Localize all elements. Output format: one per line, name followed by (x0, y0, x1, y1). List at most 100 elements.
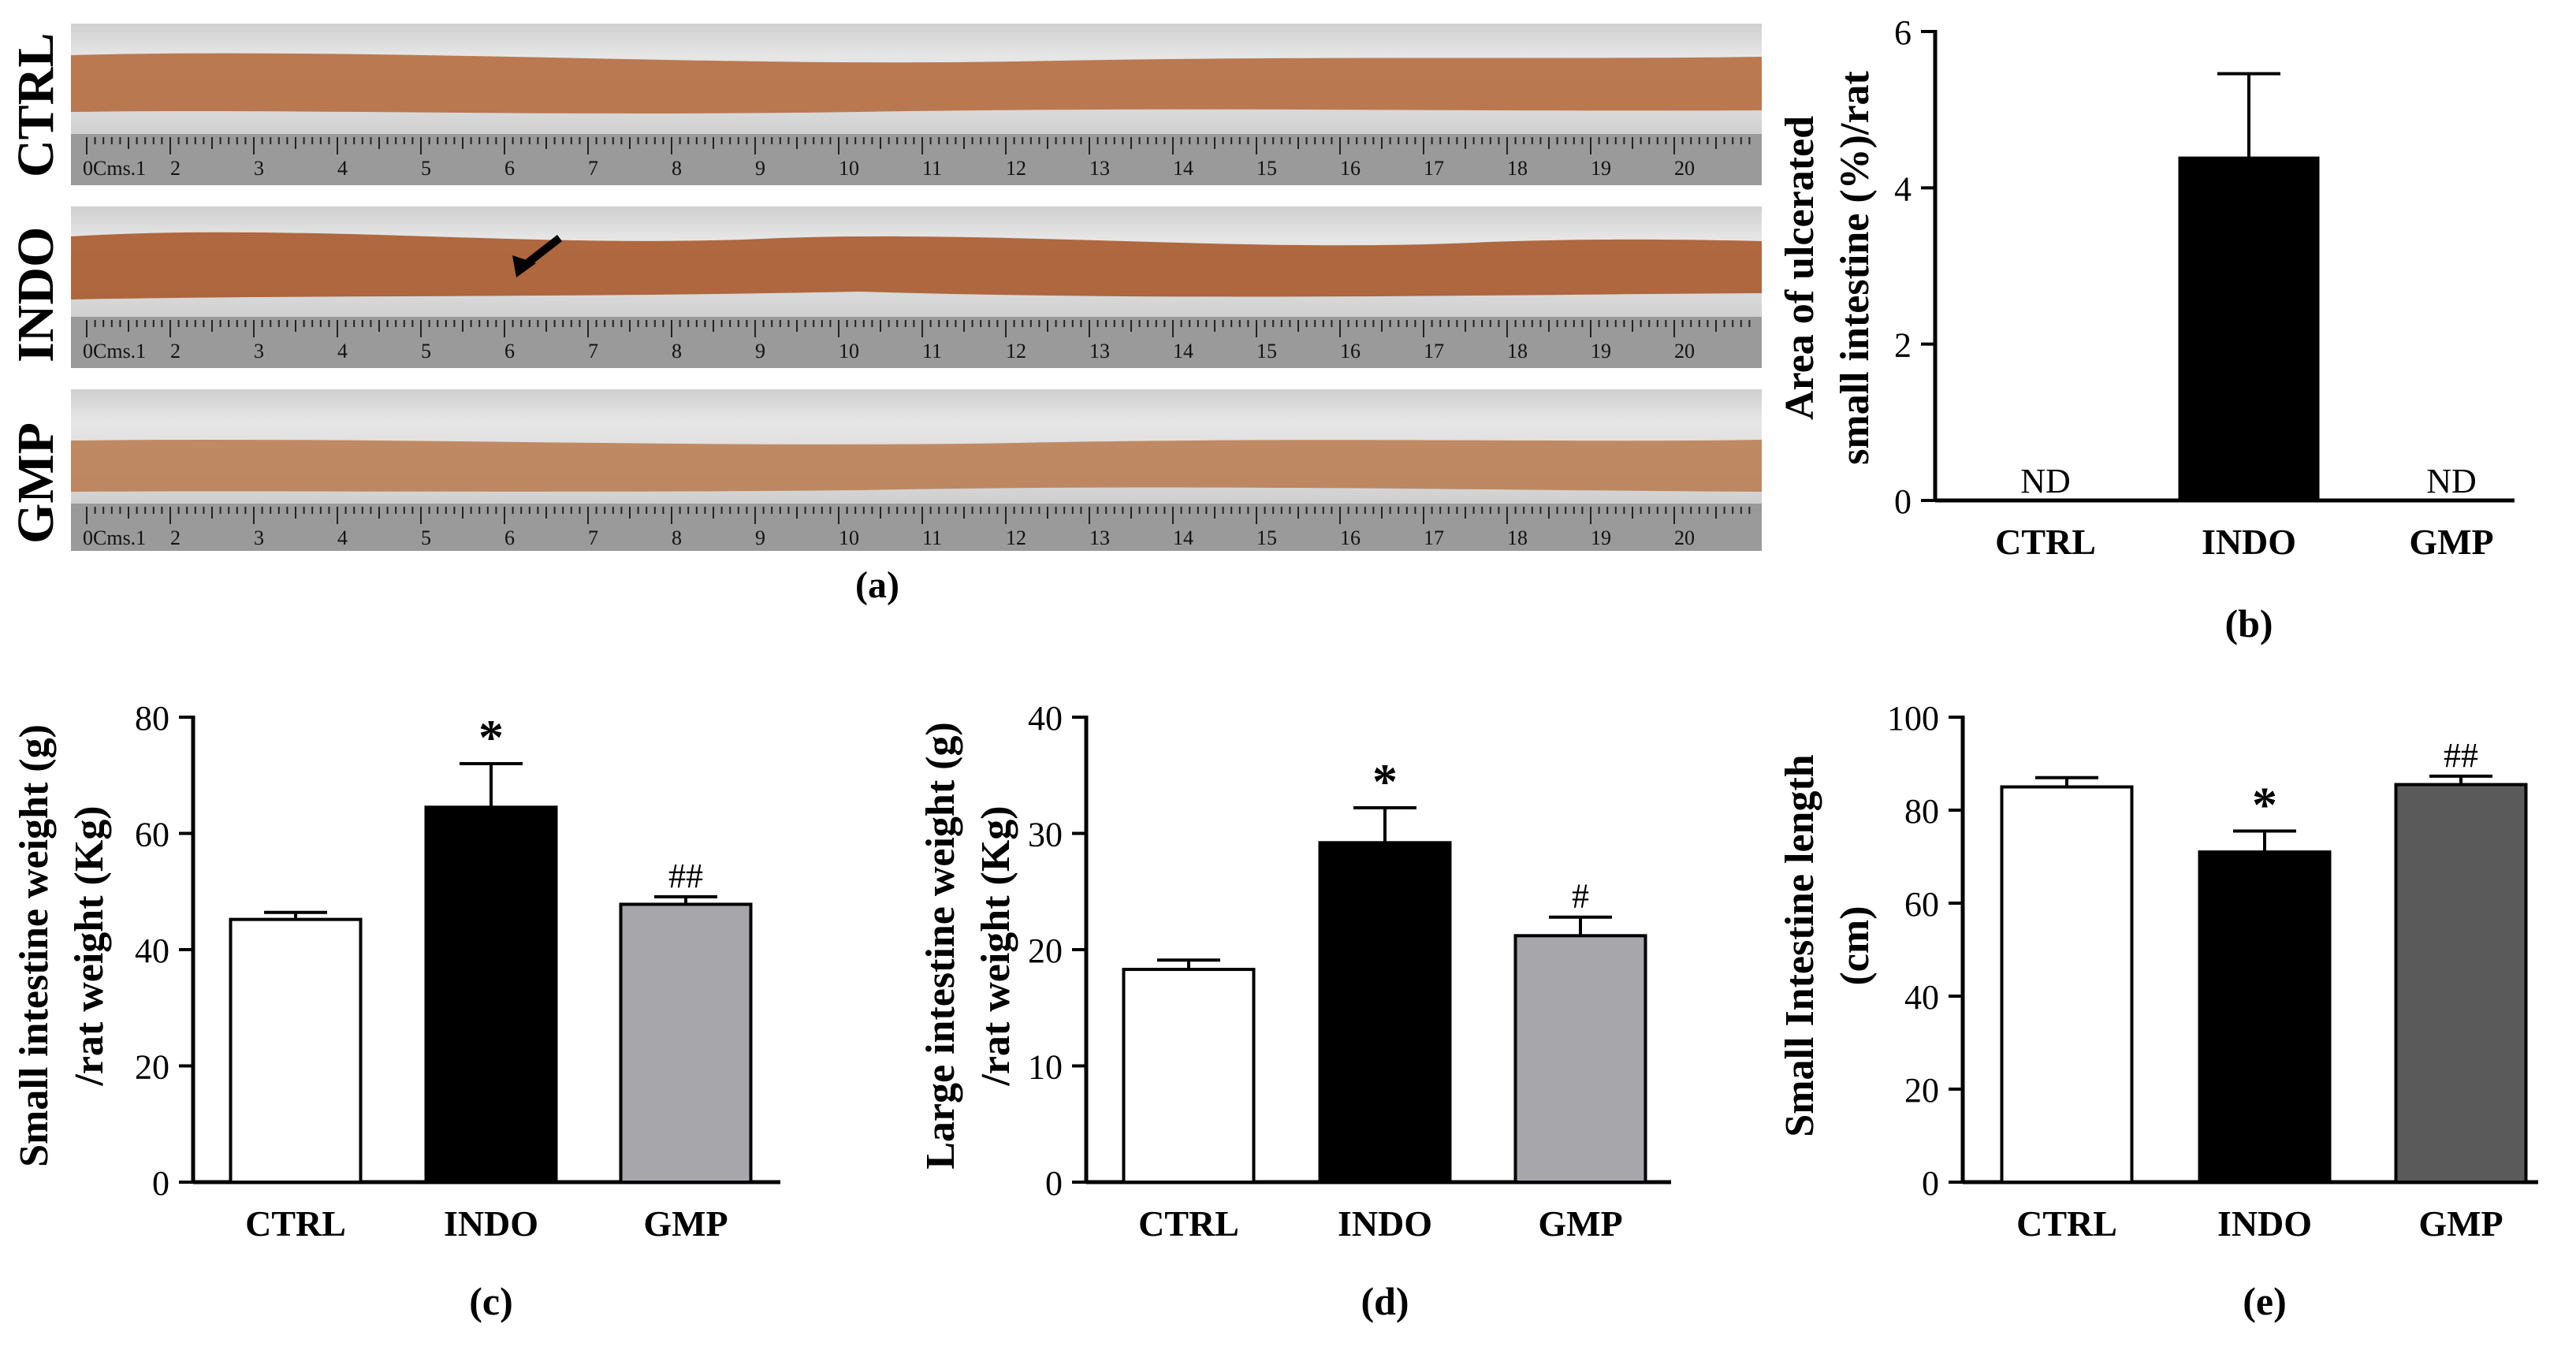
y-tick-label: 80 (135, 699, 169, 738)
y-tick-label: 20 (1028, 932, 1063, 970)
x-tick-label: GMP (2409, 522, 2493, 562)
ruler-label: 19 (1591, 157, 1611, 180)
y-axis-label-line: small intestine (%)/rat (1833, 70, 1878, 464)
bar-gmp (1513, 934, 1647, 1185)
y-axis-label-line: Small intestine weight (g) (12, 724, 57, 1167)
chart-c: 0 20 40 60 80 CTRL INDO * GMP ## Small intestine w… (12, 699, 780, 1323)
ruler-label: 12 (1006, 157, 1026, 180)
x-tick-label: INDO (1338, 1203, 1432, 1244)
ruler-label: 19 (1591, 340, 1611, 363)
ruler-label: 15 (1256, 526, 1277, 549)
chart-e: 0 20 40 60 80 100 CTRL INDO * GMP ## Small Intestin… (1778, 699, 2538, 1323)
ruler-label: 7 (588, 526, 598, 549)
ruler-label: 11 (922, 157, 942, 180)
y-axis-label-line: /rat weight (Kg) (973, 805, 1018, 1086)
ruler-label: 17 (1424, 526, 1444, 549)
ruler-label: 13 (1089, 340, 1110, 363)
ruler-label: 5 (421, 526, 431, 549)
ruler-label: 14 (1173, 526, 1193, 549)
chart-d: 0 10 20 30 40 CTRL INDO * GMP # Large intestine we… (918, 699, 1671, 1323)
y-axis-label: Small intestine weight (g)/rat weight (K… (12, 724, 112, 1167)
ruler-label: 0Cms.1 (83, 526, 146, 549)
x-tick-label: CTRL (1138, 1203, 1239, 1244)
strip-gmp: 0Cms.1 2 3 4 5 6 7 8 9 10 11 12 13 14 15 16 17 18 19 20 (71, 389, 1762, 551)
ruler-label: 8 (672, 340, 682, 363)
bar-label: ND (2426, 462, 2477, 500)
y-axis-label: Small Intestine length (cm) (1778, 754, 1878, 1136)
x-tick-label: INDO (2202, 522, 2296, 562)
y-tick-label: 4 (1894, 169, 1912, 208)
caption-d: (d) (1361, 1279, 1409, 1323)
y-axis-label-line: Area of ulcerated (1778, 116, 1822, 420)
tissue-indo (71, 232, 1762, 299)
bar-indo (424, 805, 558, 1184)
arrowhead-icon (512, 255, 536, 277)
y-tick-label: 30 (1028, 816, 1063, 854)
ruler-label: 13 (1089, 157, 1110, 180)
y-tick-label: 0 (1045, 1164, 1063, 1203)
bar-ctrl (1122, 968, 1256, 1184)
ruler-label: 10 (839, 157, 859, 180)
y-tick-label: 6 (1894, 13, 1912, 52)
tissue-ctrl (71, 53, 1762, 113)
ruler-label: 5 (421, 340, 431, 363)
ruler-ctrl (71, 134, 1762, 185)
bar-indo (1318, 841, 1452, 1185)
caption-b: (b) (2224, 601, 2273, 645)
ruler-label: 3 (254, 340, 264, 363)
y-tick-label: 80 (1904, 792, 1939, 831)
ruler-label: 0Cms.1 (83, 157, 146, 180)
y-axis-label-line: (cm) (1833, 906, 1878, 985)
ruler-label: 2 (170, 526, 181, 549)
y-tick-label: 60 (1904, 885, 1939, 924)
ruler-label: 6 (504, 526, 515, 549)
ruler-label: 16 (1340, 526, 1361, 549)
caption-c: (c) (469, 1279, 513, 1323)
strip-indo-graphic: 0Cms.1 2 3 4 5 6 7 8 9 10 11 12 13 14 15 16 17 18 19 20 (71, 232, 1762, 368)
ruler-label: 0Cms.1 (83, 340, 146, 363)
y-tick-label: 0 (1922, 1164, 1939, 1203)
ruler-label: 4 (337, 157, 348, 180)
y-axis-label: Area of ulcerated small intestine (%)/rat (1778, 70, 1878, 464)
arrow-icon (521, 235, 563, 269)
x-tick-label: CTRL (245, 1203, 346, 1244)
ruler-label: 5 (421, 157, 431, 180)
ruler-label: 18 (1507, 340, 1528, 363)
ruler-label: 4 (337, 340, 348, 363)
ruler-label: 2 (170, 340, 181, 363)
y-axis-label-line: /rat weight (Kg) (67, 805, 112, 1086)
ruler-label: 9 (755, 526, 765, 549)
ruler-label: 18 (1507, 157, 1528, 180)
tissue-gmp (71, 439, 1762, 492)
ruler-label: 10 (839, 526, 859, 549)
x-tick-label: CTRL (1995, 522, 2096, 562)
y-tick-label: 20 (135, 1048, 169, 1087)
ruler-label: 8 (672, 157, 682, 180)
ruler-label: 3 (254, 157, 264, 180)
ruler-label: 6 (504, 157, 515, 180)
ruler-label: 19 (1591, 526, 1611, 549)
x-tick-label: INDO (2217, 1203, 2312, 1244)
ruler-label: 18 (1507, 526, 1528, 549)
y-axis-label-line: Small Intestine length (1778, 754, 1822, 1136)
x-tick-label: GMP (1538, 1203, 1622, 1244)
ruler-ticks-indo: 0Cms.1 2 3 4 5 6 7 8 9 10 11 12 13 14 15 16 17 18 19 20 (83, 320, 1751, 363)
caption-e: (e) (2243, 1279, 2287, 1323)
ruler-label: 20 (1674, 157, 1695, 180)
bar-gmp (2394, 783, 2528, 1184)
ruler-label: 8 (672, 526, 682, 549)
significance-mark: ## (668, 857, 703, 895)
chart-b: 0 2 4 6 CTRL ND INDO GMP ND Area of ulcerated smal… (1778, 13, 2515, 645)
y-tick-label: 0 (1894, 482, 1912, 521)
y-tick-label: 40 (135, 932, 169, 970)
significance-mark: * (1372, 753, 1398, 809)
ruler-label: 14 (1173, 340, 1193, 363)
y-tick-label: 10 (1028, 1048, 1063, 1087)
ruler-label: 16 (1340, 340, 1361, 363)
y-tick-label: 40 (1028, 699, 1063, 738)
y-axis-label: Large intestine weight (g)/rat weight (K… (918, 722, 1018, 1170)
ruler-label: 12 (1006, 340, 1026, 363)
ruler-label: 11 (922, 526, 942, 549)
y-tick-label: 20 (1904, 1071, 1939, 1110)
ruler-label: 10 (839, 340, 859, 363)
